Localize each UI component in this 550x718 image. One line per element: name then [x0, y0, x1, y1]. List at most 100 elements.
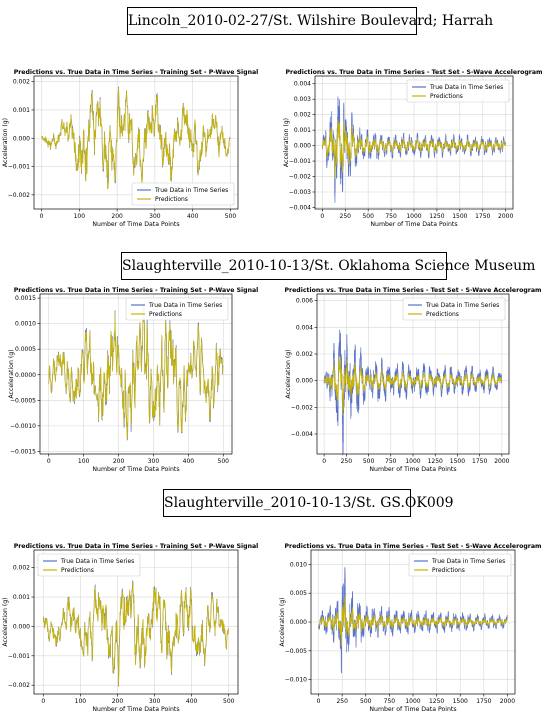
legend-box: [125, 297, 229, 321]
x-tick-label: 2000: [494, 458, 509, 465]
y-tick-label: 0.000: [13, 623, 30, 630]
x-tick-label: 250: [341, 458, 353, 465]
x-tick-label: 500: [363, 458, 375, 465]
y-tick-label: 0.001: [13, 594, 30, 601]
y-tick-label: 0.010: [290, 561, 307, 568]
y-tick-label: 0.002: [296, 351, 313, 358]
legend-label: True Data in Time Series: [429, 84, 503, 91]
plot-frame: [316, 293, 510, 455]
x-tick-label: 100: [78, 458, 90, 465]
y-tick-label: −0.002: [8, 192, 30, 199]
legend-box: [37, 553, 141, 577]
y-tick-label: −0.003: [289, 189, 311, 196]
series-line-predictions: [321, 119, 506, 179]
legend-box: [402, 297, 506, 321]
legend-label: Predictions: [61, 567, 94, 574]
y-tick-label: 0.0010: [15, 321, 36, 328]
legend-label: Predictions: [149, 311, 182, 318]
x-tick-label: 100: [75, 698, 87, 705]
y-tick-label: 0.0000: [15, 372, 36, 379]
x-tick-label: 500: [218, 458, 230, 465]
y-tick-label: 0.002: [13, 565, 30, 572]
x-tick-label: 2000: [500, 698, 515, 705]
legend-label: Predictions: [430, 93, 463, 100]
x-tick-label: 0: [320, 213, 324, 220]
y-axis-label: Acceleration (g): [285, 349, 292, 398]
chart-4: Predictions vs. True Data in Time Series…: [285, 287, 542, 473]
plot-frame: [39, 293, 233, 455]
x-axis-label: Number of Time Data Points: [92, 466, 179, 473]
y-axis-label: Acceleration (g): [2, 597, 9, 646]
y-tick-label: 0.005: [290, 590, 307, 597]
x-tick-label: 1500: [453, 698, 468, 705]
x-tick-label: 200: [113, 458, 125, 465]
x-tick-label: 200: [112, 698, 124, 705]
y-tick-label: −0.010: [285, 677, 307, 684]
x-tick-label: 750: [385, 458, 397, 465]
x-tick-label: 200: [111, 213, 123, 220]
x-tick-label: 1500: [450, 458, 465, 465]
section-title-3: Slaughterville_2010-10-13/St. GS.OK009: [163, 489, 454, 517]
legend-label: True Data in Time Series: [154, 187, 228, 194]
legend-box: [408, 553, 512, 577]
x-tick-label: 1000: [406, 213, 421, 220]
legend-label: True Data in Time Series: [431, 558, 505, 565]
x-tick-label: 1000: [405, 698, 420, 705]
chart-2: Predictions vs. True Data in Time Series…: [283, 69, 543, 228]
y-tick-label: 0.0005: [15, 346, 36, 353]
chart-title: Predictions vs. True Data in Time Series…: [285, 543, 542, 550]
y-axis-label: Acceleration (g): [279, 597, 286, 646]
x-tick-label: 500: [362, 213, 374, 220]
legend-box: [406, 79, 510, 103]
x-tick-label: 0: [317, 698, 321, 705]
y-tick-label: 0.004: [296, 324, 313, 331]
chart-title: Predictions vs. True Data in Time Series…: [14, 69, 259, 76]
y-tick-label: −0.005: [285, 648, 307, 655]
x-tick-label: 1750: [472, 458, 487, 465]
y-tick-label: 0.000: [296, 378, 313, 385]
x-axis-label: Number of Time Data Points: [369, 706, 456, 713]
y-tick-label: 0.003: [294, 96, 311, 103]
x-tick-label: 1750: [476, 698, 491, 705]
chart-5: Predictions vs. True Data in Time Series…: [2, 543, 258, 713]
x-tick-label: 0: [47, 458, 51, 465]
y-tick-label: −0.0015: [10, 448, 36, 455]
y-tick-label: −0.0005: [10, 397, 36, 404]
legend-box: [131, 182, 235, 206]
x-tick-label: 0: [40, 213, 44, 220]
legend-label: Predictions: [155, 196, 188, 203]
chart-3: Predictions vs. True Data in Time Series…: [8, 287, 258, 473]
x-tick-label: 1500: [452, 213, 467, 220]
chart-1: Predictions vs. True Data in Time Series…: [2, 69, 259, 228]
x-tick-label: 1250: [428, 458, 443, 465]
y-tick-label: 0.001: [13, 107, 30, 114]
x-tick-label: 250: [336, 698, 348, 705]
y-tick-label: 0.001: [294, 127, 311, 134]
x-tick-label: 300: [149, 698, 161, 705]
y-tick-label: 0.002: [13, 79, 30, 86]
x-axis-label: Number of Time Data Points: [92, 706, 179, 713]
x-tick-label: 1250: [429, 213, 444, 220]
series-line-predictions: [48, 304, 224, 440]
chart-title: Predictions vs. True Data in Time Series…: [286, 69, 543, 76]
x-axis-label: Number of Time Data Points: [369, 466, 456, 473]
legend-label: True Data in Time Series: [148, 302, 222, 309]
x-tick-label: 500: [225, 213, 237, 220]
x-axis-label: Number of Time Data Points: [92, 221, 179, 228]
y-tick-label: −0.002: [291, 404, 313, 411]
y-tick-label: −0.001: [8, 164, 30, 171]
x-tick-label: 500: [360, 698, 372, 705]
y-tick-label: −0.002: [289, 174, 311, 181]
y-axis-label: Acceleration (g): [2, 118, 9, 167]
series-line-predictions: [318, 596, 508, 647]
x-tick-label: 300: [148, 458, 160, 465]
plot-frame: [33, 75, 239, 210]
y-tick-label: 0.006: [296, 298, 313, 305]
plot-frame: [314, 75, 514, 210]
y-tick-label: 0.0015: [15, 295, 36, 302]
legend-label: True Data in Time Series: [60, 558, 134, 565]
x-tick-label: 0: [41, 698, 45, 705]
legend-label: True Data in Time Series: [425, 302, 499, 309]
y-tick-label: 0.000: [13, 135, 30, 142]
legend-label: Predictions: [432, 567, 465, 574]
